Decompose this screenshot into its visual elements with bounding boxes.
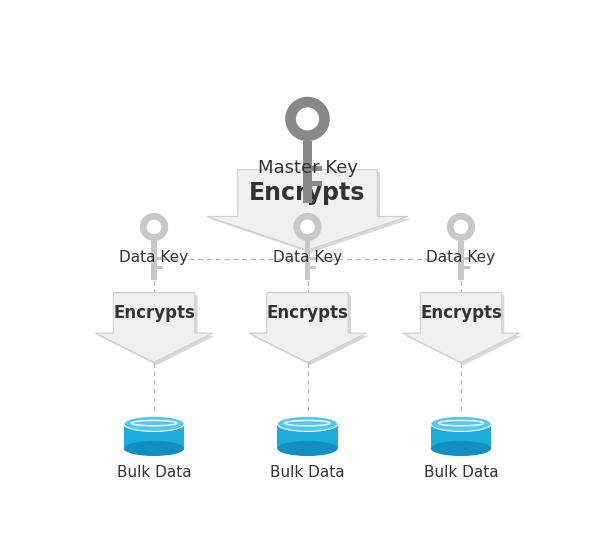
Ellipse shape	[285, 97, 330, 141]
Text: Data Key: Data Key	[273, 250, 342, 265]
FancyBboxPatch shape	[431, 424, 491, 448]
Polygon shape	[405, 295, 523, 365]
FancyBboxPatch shape	[310, 266, 316, 270]
FancyBboxPatch shape	[458, 241, 464, 280]
FancyBboxPatch shape	[464, 266, 470, 270]
Text: Encrypts: Encrypts	[420, 304, 502, 322]
FancyBboxPatch shape	[151, 241, 157, 280]
FancyBboxPatch shape	[464, 257, 470, 260]
Text: Master Key: Master Key	[257, 158, 358, 177]
Text: Data Key: Data Key	[427, 250, 496, 265]
Ellipse shape	[140, 213, 168, 241]
Text: Encrypts: Encrypts	[113, 304, 195, 322]
Polygon shape	[98, 295, 215, 365]
Ellipse shape	[146, 219, 161, 234]
FancyBboxPatch shape	[277, 424, 338, 448]
Polygon shape	[210, 172, 411, 253]
FancyBboxPatch shape	[157, 266, 163, 270]
FancyBboxPatch shape	[303, 141, 312, 203]
Text: Data Key: Data Key	[119, 250, 188, 265]
Polygon shape	[207, 170, 408, 250]
Ellipse shape	[277, 441, 338, 456]
Polygon shape	[249, 293, 366, 362]
FancyBboxPatch shape	[310, 257, 316, 260]
Ellipse shape	[300, 219, 315, 234]
Text: Bulk Data: Bulk Data	[270, 465, 345, 480]
Ellipse shape	[431, 416, 491, 432]
Text: Encrypts: Encrypts	[250, 181, 365, 205]
Ellipse shape	[447, 213, 475, 241]
Text: Bulk Data: Bulk Data	[424, 465, 498, 480]
Text: Encrypts: Encrypts	[266, 304, 349, 322]
Text: Bulk Data: Bulk Data	[117, 465, 191, 480]
Ellipse shape	[124, 416, 184, 432]
FancyBboxPatch shape	[305, 241, 310, 280]
Ellipse shape	[454, 219, 469, 234]
Polygon shape	[252, 295, 369, 365]
Polygon shape	[95, 293, 212, 362]
FancyBboxPatch shape	[157, 257, 163, 260]
Ellipse shape	[124, 441, 184, 456]
Polygon shape	[403, 293, 520, 362]
Ellipse shape	[293, 213, 322, 241]
FancyBboxPatch shape	[312, 166, 322, 171]
FancyBboxPatch shape	[312, 181, 322, 186]
Ellipse shape	[431, 441, 491, 456]
Ellipse shape	[296, 107, 319, 130]
FancyBboxPatch shape	[124, 424, 184, 448]
Ellipse shape	[277, 416, 338, 432]
